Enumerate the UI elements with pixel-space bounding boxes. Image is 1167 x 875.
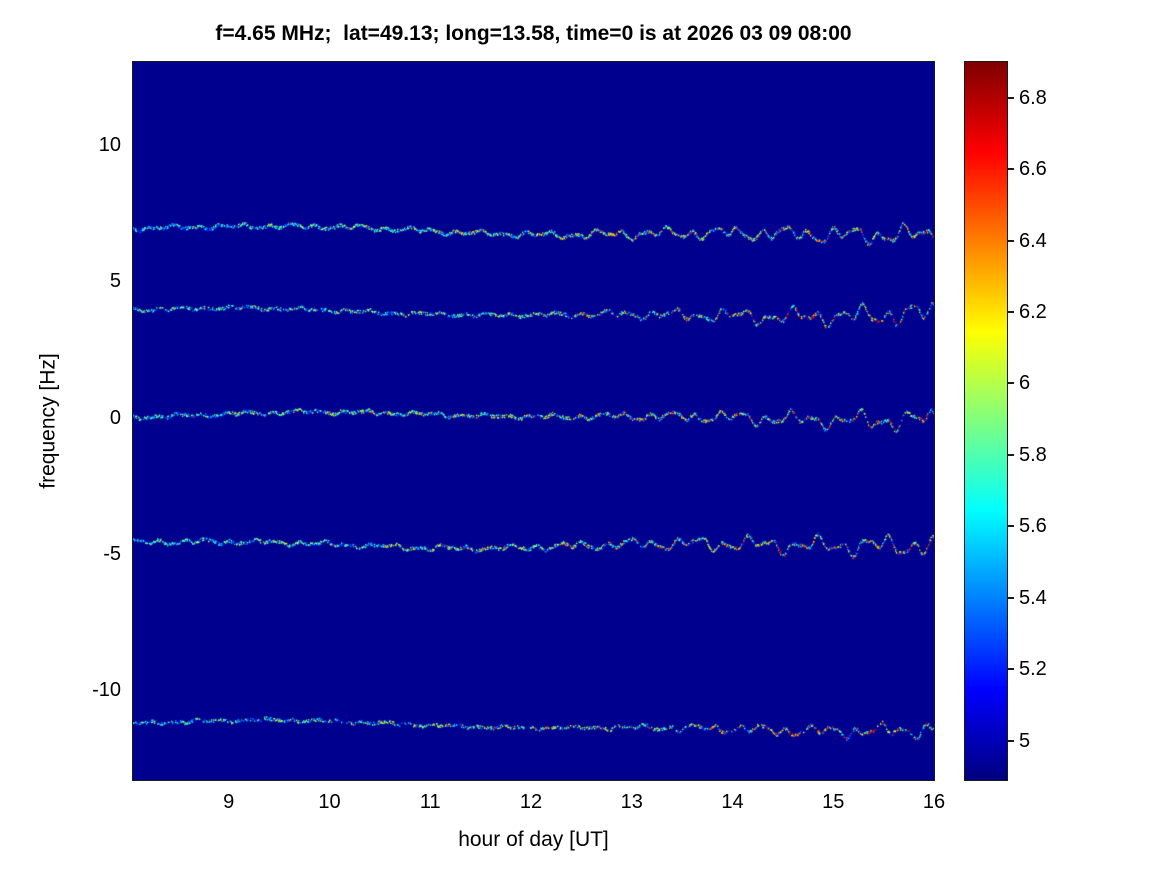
x-axis-label: hour of day [UT] — [458, 828, 609, 851]
y-tick-label: -5 — [103, 542, 121, 565]
colorbar-gradient — [964, 61, 1008, 781]
colorbar-tick-label: 6 — [1019, 372, 1031, 395]
colorbar-tick-mark — [1008, 168, 1014, 171]
colorbar-tick-label: 6.8 — [1019, 86, 1047, 109]
x-tick-label: 13 — [620, 791, 643, 813]
colorbar-tick-label: 6.4 — [1019, 229, 1047, 252]
x-tick-label: 9 — [223, 791, 235, 813]
colorbar-tick-mark — [1008, 739, 1014, 742]
colorbar-tick-label: 5 — [1019, 729, 1031, 752]
x-tick-label: 16 — [922, 791, 946, 813]
colorbar-tick-mark — [1008, 239, 1014, 242]
x-tick-label: 11 — [419, 791, 441, 813]
colorbar-tick-label: 5.4 — [1019, 586, 1047, 609]
colorbar-tick-label: 6.2 — [1019, 301, 1047, 324]
colorbar-tick-mark — [1008, 668, 1014, 671]
colorbar-tick-mark — [1008, 453, 1014, 456]
colorbar-tick-label: 5.6 — [1019, 515, 1047, 538]
colorbar-tick-label: 5.2 — [1019, 658, 1047, 681]
colorbar-tick-mark — [1008, 382, 1014, 385]
colorbar-tick-mark — [1008, 525, 1014, 528]
y-tick-label: 10 — [98, 134, 121, 157]
colorbar-tick-label: 6.6 — [1019, 158, 1047, 181]
colorbar-tick-label: 5.8 — [1019, 443, 1047, 466]
chart-title: f=4.65 MHz; lat=49.13; long=13.58, time=… — [215, 22, 852, 45]
x-tick-label: 15 — [822, 791, 845, 813]
x-tick-label: 10 — [318, 791, 341, 813]
colorbar-tick-mark — [1008, 596, 1014, 599]
heatmap-canvas — [132, 61, 935, 781]
colorbar-tick-mark — [1008, 96, 1014, 99]
x-tick-label: 14 — [721, 791, 744, 813]
x-tick-label: 12 — [519, 791, 543, 813]
y-tick-label: -10 — [92, 679, 121, 702]
y-tick-label: 5 — [109, 270, 121, 293]
y-tick-label: 0 — [109, 406, 121, 429]
colorbar-tick-mark — [1008, 311, 1014, 314]
